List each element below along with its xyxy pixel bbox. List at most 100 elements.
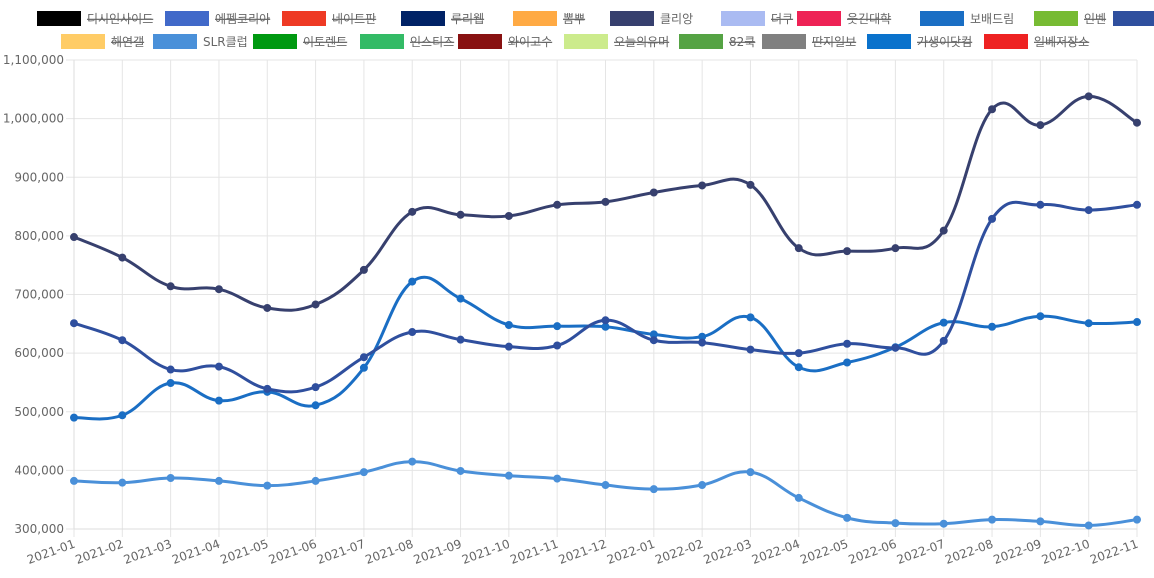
data-point[interactable] (794, 493, 803, 502)
data-point[interactable] (891, 519, 900, 528)
data-point[interactable] (166, 282, 175, 291)
legend-item[interactable]: 오늘의유머 (564, 34, 669, 49)
data-point[interactable] (504, 471, 513, 480)
legend-item[interactable]: 가생이닷컴 (867, 34, 972, 49)
data-point[interactable] (939, 519, 948, 528)
legend-item[interactable]: 딴지일보 (762, 34, 856, 49)
data-point[interactable] (891, 343, 900, 352)
data-point[interactable] (504, 342, 513, 351)
data-point[interactable] (649, 336, 658, 345)
data-point[interactable] (746, 313, 755, 322)
data-point[interactable] (1036, 121, 1045, 130)
data-point[interactable] (70, 476, 78, 485)
data-point[interactable] (118, 253, 127, 262)
data-point[interactable] (1084, 206, 1093, 215)
legend-item[interactable]: 뽐뿌 (513, 11, 585, 26)
data-point[interactable] (408, 328, 417, 337)
legend-item[interactable]: SLR클럽 (153, 34, 248, 49)
data-point[interactable] (504, 211, 513, 220)
data-point[interactable] (311, 401, 320, 410)
data-point[interactable] (70, 233, 78, 242)
data-point[interactable] (939, 226, 948, 235)
data-point[interactable] (746, 468, 755, 477)
data-point[interactable] (311, 383, 320, 392)
legend-item[interactable]: 82쿡 (679, 34, 755, 49)
data-point[interactable] (118, 478, 127, 487)
data-point[interactable] (214, 476, 223, 485)
legend-item[interactable]: 인벤 (1034, 11, 1106, 26)
data-point[interactable] (698, 338, 707, 347)
data-point[interactable] (70, 413, 78, 422)
data-point[interactable] (214, 362, 223, 371)
data-point[interactable] (988, 214, 997, 223)
data-point[interactable] (1084, 92, 1093, 101)
data-point[interactable] (553, 474, 562, 483)
data-point[interactable] (1036, 517, 1045, 526)
data-point[interactable] (843, 247, 852, 256)
legend-item[interactable]: 클리앙 (610, 11, 693, 26)
data-point[interactable] (746, 345, 755, 354)
data-point[interactable] (601, 197, 610, 206)
data-point[interactable] (359, 363, 368, 372)
data-point[interactable] (214, 285, 223, 294)
data-point[interactable] (988, 515, 997, 524)
data-point[interactable] (553, 200, 562, 209)
data-point[interactable] (1133, 200, 1141, 209)
data-point[interactable] (263, 384, 272, 393)
data-point[interactable] (214, 396, 223, 405)
legend-item[interactable]: 해연갤 (61, 34, 144, 49)
data-point[interactable] (601, 481, 610, 490)
data-point[interactable] (794, 244, 803, 253)
data-point[interactable] (1133, 515, 1141, 524)
data-point[interactable] (843, 339, 852, 348)
data-point[interactable] (649, 188, 658, 197)
data-point[interactable] (939, 318, 948, 327)
data-point[interactable] (311, 476, 320, 485)
data-point[interactable] (359, 353, 368, 362)
data-point[interactable] (988, 105, 997, 114)
data-point[interactable] (939, 336, 948, 345)
data-point[interactable] (166, 365, 175, 374)
data-point[interactable] (794, 349, 803, 358)
legend-item[interactable]: 더쿠 (721, 11, 793, 26)
data-point[interactable] (408, 207, 417, 216)
data-point[interactable] (1084, 521, 1093, 530)
data-point[interactable] (698, 481, 707, 490)
data-point[interactable] (456, 294, 465, 303)
data-point[interactable] (118, 411, 127, 420)
data-point[interactable] (166, 473, 175, 482)
data-point[interactable] (408, 457, 417, 466)
data-point[interactable] (311, 300, 320, 309)
legend-item[interactable]: 이토렌트 (253, 34, 347, 49)
data-point[interactable] (359, 468, 368, 477)
data-point[interactable] (988, 322, 997, 331)
data-point[interactable] (843, 358, 852, 367)
data-point[interactable] (504, 320, 513, 329)
legend-item[interactable]: 루리웹 (401, 11, 484, 26)
data-point[interactable] (456, 466, 465, 475)
data-point[interactable] (359, 265, 368, 274)
data-point[interactable] (456, 210, 465, 219)
data-point[interactable] (553, 341, 562, 350)
data-point[interactable] (456, 335, 465, 344)
data-point[interactable] (166, 379, 175, 388)
data-point[interactable] (698, 181, 707, 190)
legend-item[interactable]: 에펨코리아 (165, 11, 270, 26)
legend-item[interactable]: 네이트판 (282, 11, 376, 26)
legend-item[interactable]: 웃긴대학 (797, 11, 891, 26)
data-point[interactable] (1133, 118, 1141, 127)
data-point[interactable] (1036, 200, 1045, 209)
data-point[interactable] (1133, 318, 1141, 327)
legend-item[interactable]: MLB파크 (1113, 11, 1154, 26)
data-point[interactable] (649, 485, 658, 494)
data-point[interactable] (1036, 312, 1045, 321)
data-point[interactable] (794, 363, 803, 372)
legend-item[interactable]: 디시인사이드 (37, 11, 153, 26)
data-point[interactable] (553, 322, 562, 331)
data-point[interactable] (70, 319, 78, 328)
data-point[interactable] (408, 277, 417, 286)
data-point[interactable] (263, 481, 272, 490)
data-point[interactable] (263, 303, 272, 312)
legend-item[interactable]: 인스티즈 (360, 34, 454, 49)
legend-item[interactable]: 와이고수 (458, 34, 552, 49)
